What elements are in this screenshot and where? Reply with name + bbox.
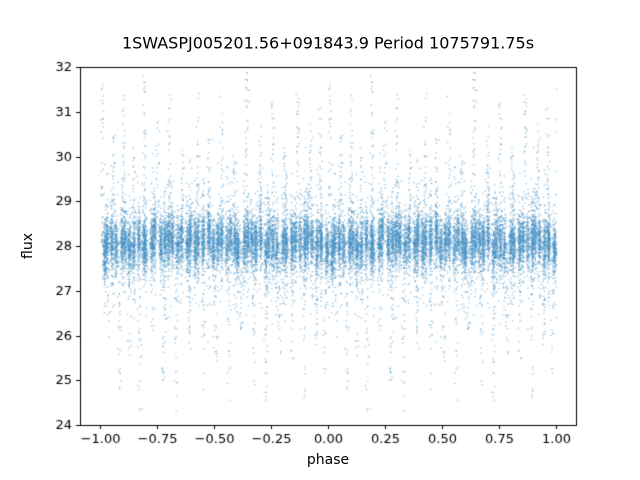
y-axis-label: flux: [20, 233, 36, 259]
chart-title: 1SWASPJ005201.56+091843.9 Period 1075791…: [121, 33, 535, 53]
x-axis-label: phase: [306, 452, 350, 468]
